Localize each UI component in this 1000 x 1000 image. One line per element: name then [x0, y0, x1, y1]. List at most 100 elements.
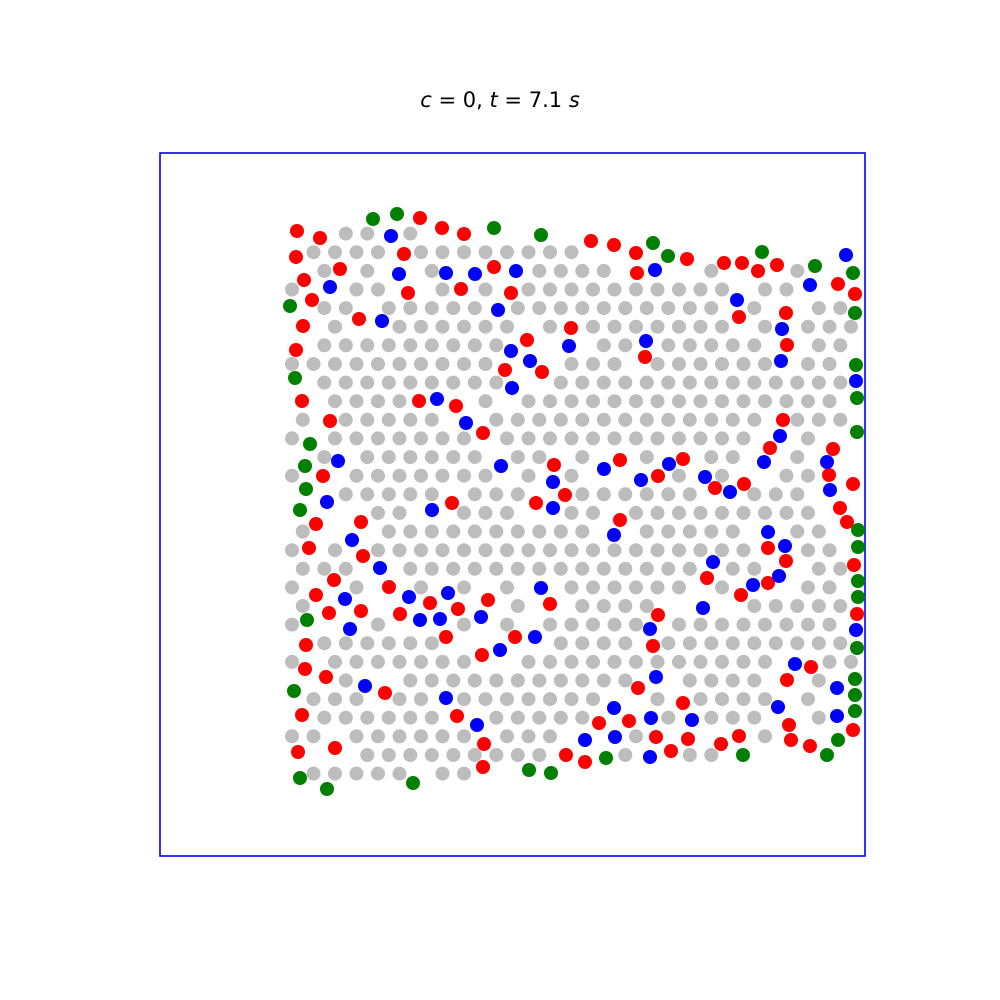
particle-gray: [553, 412, 568, 427]
particle-green: [390, 207, 404, 221]
particle-blue: [607, 701, 621, 715]
particle-gray: [779, 505, 794, 520]
particle-gray: [575, 636, 590, 651]
particle-gray: [392, 766, 407, 781]
particle-gray: [672, 319, 686, 334]
particle-red: [354, 515, 368, 529]
particle-blue: [528, 630, 542, 644]
particle-red: [397, 247, 411, 261]
particle-gray: [403, 487, 418, 502]
particle-red: [457, 227, 471, 241]
particle-gray: [489, 561, 504, 576]
particle-blue: [402, 590, 416, 604]
particle-blue: [343, 622, 357, 636]
particle-gray: [338, 226, 353, 241]
particle-red: [804, 660, 818, 674]
particle-gray: [381, 375, 396, 390]
particle-gray: [779, 468, 794, 483]
particle-blue: [493, 643, 507, 657]
particle-gray: [639, 524, 654, 539]
particle-gray: [446, 338, 461, 353]
particle-gray: [586, 394, 600, 409]
particle-blue: [698, 470, 712, 484]
particle-gray: [521, 543, 536, 558]
particle-gray: [553, 263, 568, 278]
particle-red: [630, 266, 644, 280]
particle-gray: [586, 282, 600, 297]
particle-gray: [510, 710, 525, 725]
particle-gray: [715, 431, 729, 446]
particle-gray: [682, 524, 697, 539]
particle-gray: [467, 561, 482, 576]
particle-red: [295, 394, 309, 408]
particle-red: [714, 737, 728, 751]
plot-frame: [159, 152, 866, 857]
particle-red: [826, 442, 840, 456]
particle-green: [820, 748, 834, 762]
particle-red: [296, 319, 310, 333]
particle-red: [352, 312, 366, 326]
particle-gray: [629, 505, 643, 520]
particle-gray: [811, 561, 826, 576]
particle-gray: [295, 561, 310, 576]
particle-gray: [811, 301, 826, 316]
particle-blue: [643, 622, 657, 636]
particle-green: [303, 437, 317, 451]
particle-gray: [285, 729, 299, 744]
particle-red: [476, 426, 490, 440]
particle-gray: [328, 766, 342, 781]
particle-gray: [682, 636, 697, 651]
particle-gray: [801, 692, 815, 707]
particle-gray: [403, 673, 418, 688]
particle-gray: [489, 487, 504, 502]
particle-gray: [467, 748, 482, 762]
particle-gray: [672, 431, 686, 446]
particle-gray: [457, 729, 471, 744]
particle-gray: [564, 543, 579, 558]
particle-gray: [543, 654, 557, 669]
particle-gray: [510, 487, 525, 502]
particle-blue: [685, 713, 699, 727]
particle-gray: [801, 319, 815, 334]
particle-blue: [562, 339, 576, 353]
particle-red: [322, 606, 336, 620]
particle-red: [846, 477, 860, 491]
particle-gray: [758, 357, 772, 371]
particle-gray: [424, 375, 439, 390]
particle-gray: [521, 245, 536, 260]
particle-blue: [648, 263, 662, 277]
particle-gray: [704, 263, 719, 278]
particle-gray: [715, 282, 729, 297]
particle-gray: [435, 654, 450, 669]
particle-gray: [758, 617, 772, 632]
particle-gray: [457, 245, 471, 260]
particle-red: [629, 246, 643, 260]
particle-gray: [457, 766, 471, 781]
particle-red: [529, 496, 543, 510]
particle-red: [784, 733, 798, 747]
particle-red: [840, 515, 854, 529]
particle-red: [454, 282, 468, 296]
particle-blue: [373, 561, 387, 575]
particle-gray: [736, 543, 751, 558]
particle-gray: [317, 301, 332, 316]
particle-gray: [618, 561, 633, 576]
particle-red: [313, 231, 327, 245]
particle-red: [831, 277, 845, 291]
particle-gray: [779, 282, 794, 297]
particle-gray: [317, 375, 332, 390]
particle-gray: [414, 319, 428, 334]
particle-green: [848, 306, 862, 320]
particle-gray: [618, 487, 633, 502]
particle-red: [638, 350, 652, 364]
particle-blue: [439, 691, 453, 705]
particle-blue: [757, 455, 771, 469]
particle-gray: [725, 710, 740, 725]
particle-gray: [650, 654, 665, 669]
particle-gray: [715, 357, 729, 371]
particle-gray: [639, 412, 654, 427]
particle-blue: [830, 681, 844, 695]
particle-gray: [349, 729, 364, 744]
particle-gray: [822, 580, 837, 595]
particle-gray: [586, 654, 600, 669]
